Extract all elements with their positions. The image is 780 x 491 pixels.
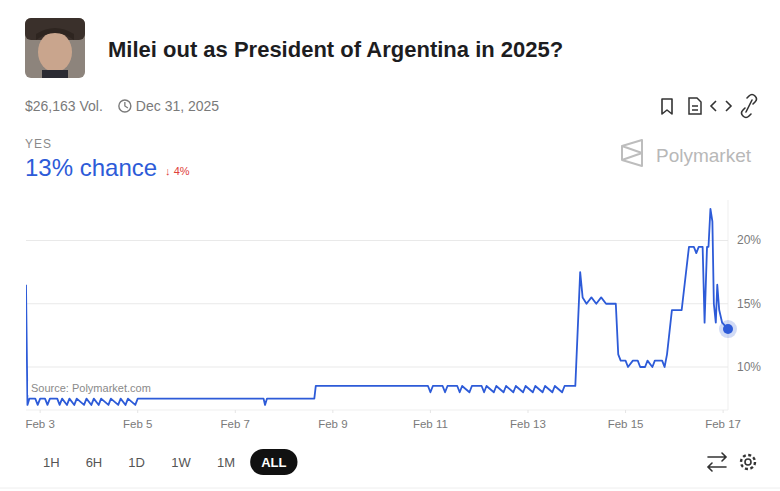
document-icon[interactable] (689, 98, 701, 114)
grid-line (26, 303, 728, 304)
x-tick (625, 410, 626, 413)
source: Source: Polymarket.com (31, 382, 151, 394)
x-tick (235, 410, 236, 413)
outcome-label: YES (25, 137, 52, 151)
x-tick-label: Feb 3 (25, 418, 54, 430)
y-tick-label: 20% (737, 233, 761, 247)
x-tick-label: Feb 13 (510, 418, 546, 430)
change: ↓ 4% (165, 165, 190, 177)
y-tick-label: 15% (737, 297, 761, 311)
title: Milei out as President of Argentina in 2… (108, 37, 563, 62)
x-tick-label: Feb 7 (221, 418, 250, 430)
brand-mark (622, 140, 642, 166)
grid-line (26, 240, 728, 241)
swap-icon[interactable] (708, 453, 726, 471)
range-button[interactable]: 1W (171, 455, 191, 470)
x-tick (40, 410, 41, 413)
x-tick (527, 410, 528, 413)
x-tick-label: Feb 17 (705, 418, 741, 430)
plot-area (26, 209, 728, 405)
clock-icon (119, 100, 131, 112)
avatar-suit (42, 70, 68, 78)
probability: 13% chance (25, 154, 157, 181)
bottom-rule (0, 488, 780, 489)
link-icon[interactable] (742, 95, 757, 118)
x-tick-label: Feb 9 (318, 418, 347, 430)
avatar-fringe (36, 28, 74, 40)
grid-line (26, 366, 728, 367)
brand-logo (622, 140, 642, 166)
page: Milei out as President of Argentina in 2… (0, 0, 780, 491)
range-button[interactable]: 1H (43, 455, 60, 470)
x-axis-line (26, 410, 728, 411)
range-selected[interactable] (250, 449, 297, 475)
x-tick (137, 410, 138, 413)
x-tick (723, 410, 724, 413)
settings-icon-center[interactable] (745, 459, 751, 465)
range-button[interactable]: 1M (217, 455, 235, 470)
volume: $26,163 Vol. (25, 98, 103, 114)
x-tick-label: Feb 15 (608, 418, 644, 430)
x-tick-label: Feb 11 (413, 418, 448, 430)
embed-icon[interactable] (711, 101, 731, 111)
source-patch (28, 381, 154, 395)
y-tick-label: 10% (737, 360, 761, 374)
range-button[interactable]: ALL (261, 455, 286, 470)
y-axis-line (728, 200, 729, 410)
avatar (25, 18, 85, 78)
range-button[interactable]: 1D (128, 455, 145, 470)
avatar-bg (25, 18, 85, 78)
last-point-halo (719, 320, 737, 338)
range-button[interactable]: 6H (86, 455, 103, 470)
bookmark-icon[interactable] (662, 99, 672, 114)
avatar-face (38, 32, 72, 72)
end-date: Dec 31, 2025 (136, 98, 219, 114)
brand-name: Polymarket (656, 145, 752, 166)
clock-face (119, 100, 131, 112)
clock-hands (125, 102, 128, 108)
settings-icon[interactable] (741, 455, 755, 469)
x-tick (430, 410, 431, 413)
x-tick-label: Feb 5 (123, 418, 152, 430)
x-tick (332, 410, 333, 413)
last-point (723, 324, 733, 334)
price-line (26, 209, 728, 405)
